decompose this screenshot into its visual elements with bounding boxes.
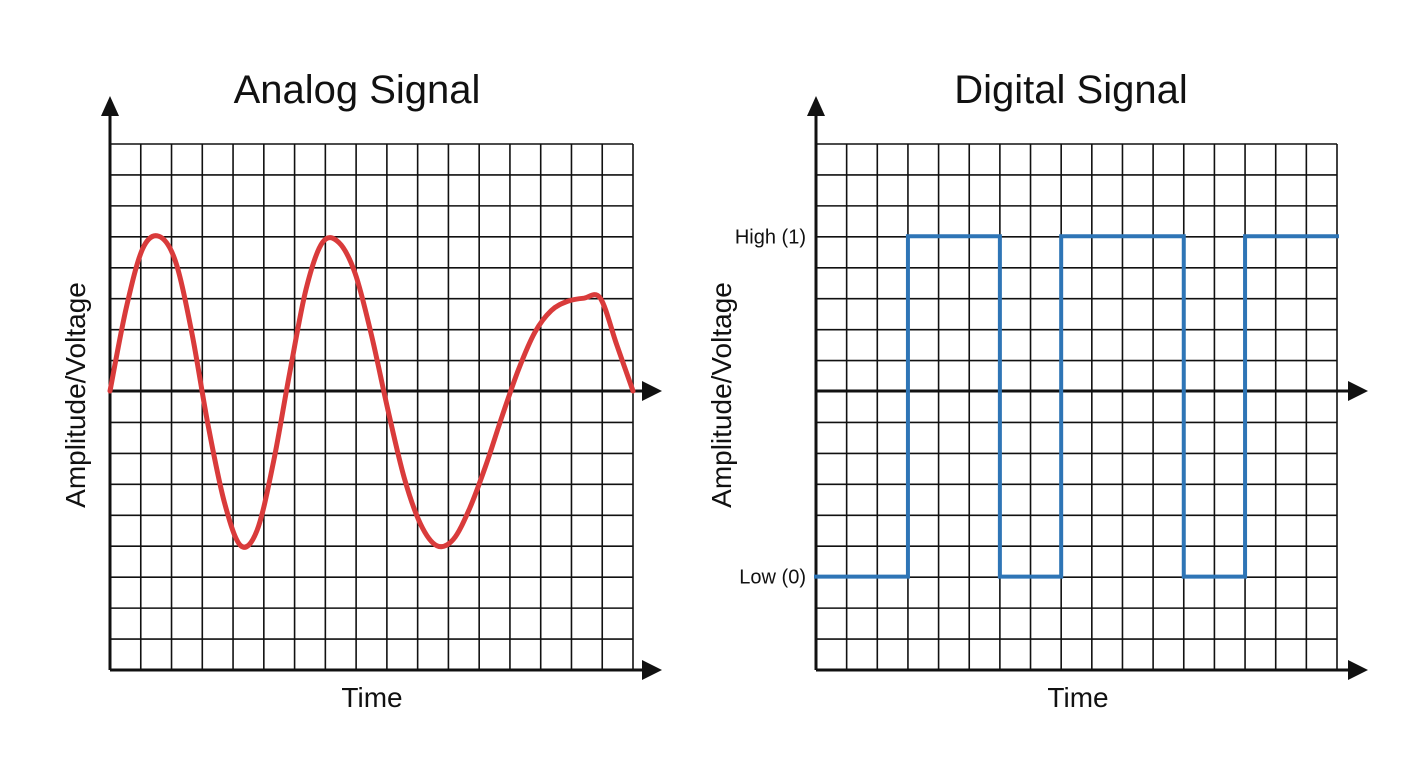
- analog-x-axis-arrow: [642, 660, 662, 680]
- digital-y-tick-labels: High (1) Low (0): [735, 226, 806, 588]
- analog-chart: Analog Signal Time Amplitude/Voltage: [60, 68, 662, 713]
- digital-x-axis-arrow: [1348, 660, 1368, 680]
- digital-chart: Digital Signal Time Amplitude/Voltage Hi…: [706, 68, 1368, 713]
- digital-x-axis-label: Time: [1047, 682, 1108, 713]
- digital-zero-axis-arrow: [1348, 381, 1368, 401]
- digital-grid: [816, 143, 1338, 671]
- digital-axes: [807, 96, 1368, 680]
- analog-y-axis-label: Amplitude/Voltage: [60, 282, 91, 508]
- analog-grid: [110, 143, 634, 671]
- analog-x-axis-label: Time: [341, 682, 402, 713]
- high-tick-label: High (1): [735, 226, 806, 248]
- digital-y-axis-arrow: [807, 96, 825, 116]
- analog-zero-axis-arrow: [642, 381, 662, 401]
- analog-y-axis-arrow: [101, 96, 119, 116]
- digital-chart-title: Digital Signal: [954, 68, 1187, 112]
- digital-y-axis-label: Amplitude/Voltage: [706, 282, 737, 508]
- analog-chart-title: Analog Signal: [234, 68, 481, 112]
- digital-signal-line: [814, 234, 1339, 579]
- low-tick-label: Low (0): [739, 567, 806, 589]
- analog-signal-line: [107, 233, 636, 550]
